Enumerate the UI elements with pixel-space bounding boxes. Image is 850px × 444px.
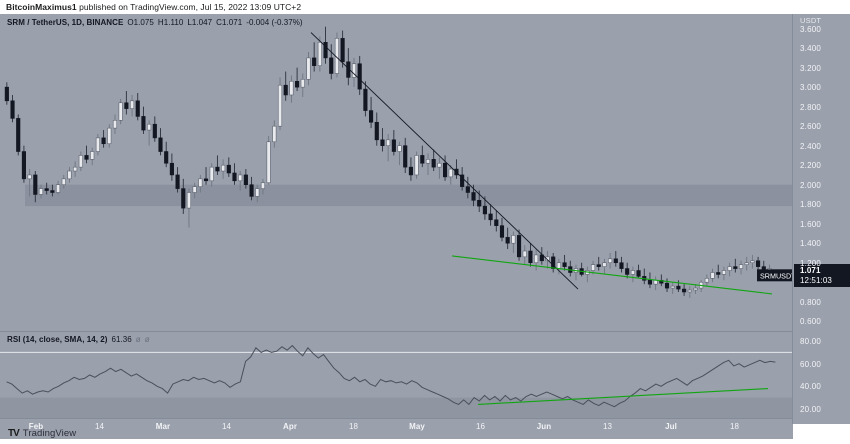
rsi-indicator-plot bbox=[0, 344, 793, 418]
rsi-title: RSI (14, close, SMA, 14, 2) bbox=[7, 335, 108, 344]
rsi-axis-tick: 80.00 bbox=[800, 337, 822, 347]
tradingview-logo: TV TradingView bbox=[8, 428, 76, 439]
price-axis-tick: 3.400 bbox=[800, 44, 822, 54]
rsi-value: 61.36 bbox=[111, 335, 132, 344]
time-axis[interactable]: Feb 14 Mar 14 Apr 18 May 16 Jun 13 Jul 18 bbox=[0, 418, 793, 439]
rsi-divergence-green bbox=[477, 388, 769, 405]
price-axis-tick: 1.800 bbox=[800, 200, 822, 210]
price-axis-tick: 2.600 bbox=[800, 122, 822, 132]
price-axis-tick: 2.800 bbox=[800, 102, 822, 112]
chart-area[interactable]: SRMUSDT SRM / TetherUS, 1D, BINANCE O1.07… bbox=[0, 14, 850, 439]
rsi-extra-1: ø bbox=[135, 335, 141, 344]
time-axis-tick: 13 bbox=[602, 422, 613, 431]
price-axis-tick: 1.200 bbox=[800, 258, 822, 268]
time-axis-tick: 14 bbox=[221, 422, 232, 431]
rsi-pane[interactable]: RSI (14, close, SMA, 14, 2) 61.36 ø ø bbox=[0, 332, 793, 418]
price-candlestick-plot: SRMUSDT bbox=[4, 26, 793, 298]
pane-divider[interactable] bbox=[0, 331, 793, 332]
time-axis-tick: 18 bbox=[348, 422, 359, 431]
axis-currency-label: USDT bbox=[800, 16, 822, 25]
symbol-price-tag: SRMUSDT bbox=[757, 269, 793, 282]
time-axis-tick: 16 bbox=[475, 422, 486, 431]
ohlc-high: H1.110 bbox=[157, 18, 184, 27]
time-axis-tick: May bbox=[409, 422, 425, 431]
publisher-header: BitcoinMaximus1 published on TradingView… bbox=[6, 2, 301, 12]
symbol-title: SRM / TetherUS, 1D, BINANCE bbox=[7, 18, 124, 27]
price-support-green bbox=[451, 255, 773, 295]
supply-zone bbox=[25, 184, 793, 207]
tradingview-logo-text: TradingView bbox=[22, 428, 77, 439]
rsi-extra-2: ø bbox=[144, 335, 150, 344]
time-axis-tick: Apr bbox=[282, 422, 298, 431]
time-axis-tick: 14 bbox=[94, 422, 105, 431]
descending-resistance bbox=[310, 32, 579, 290]
time-axis-tick: 18 bbox=[729, 422, 740, 431]
badge-time-value: 12:51:03 bbox=[800, 275, 832, 285]
rsi-line bbox=[6, 344, 776, 408]
ohlc-change: -0.004 (-0.37%) bbox=[246, 18, 303, 27]
time-axis-tick: Jun bbox=[536, 422, 552, 431]
price-pane[interactable]: SRMUSDT SRM / TetherUS, 1D, BINANCE O1.07… bbox=[0, 14, 793, 331]
price-axis-tick: 0.800 bbox=[800, 297, 822, 307]
ohlc-low: L1.047 bbox=[187, 18, 213, 27]
current-price-badge: 1.071 12:51:03 bbox=[794, 264, 850, 288]
price-axis-tick: 1.600 bbox=[800, 219, 822, 229]
publisher-name: BitcoinMaximus1 bbox=[6, 2, 77, 12]
price-axis-tick: 3.600 bbox=[800, 24, 822, 34]
rsi-axis-tick: 60.00 bbox=[800, 359, 822, 369]
time-axis-tick: Feb bbox=[28, 422, 44, 431]
badge-price-value: 1.071 bbox=[800, 266, 821, 276]
price-axis-tick: 2.400 bbox=[800, 141, 822, 151]
ohlc-open: O1.075 bbox=[127, 18, 154, 27]
publisher-meta: published on TradingView.com, Jul 15, 20… bbox=[76, 2, 302, 12]
symbol-legend: SRM / TetherUS, 1D, BINANCE O1.075 H1.110 L… bbox=[7, 18, 303, 27]
rsi-axis-tick: 40.00 bbox=[800, 382, 822, 392]
price-axis-tick: 3.200 bbox=[800, 63, 822, 73]
price-axis-tick: 1.400 bbox=[800, 239, 822, 249]
time-axis-tick: Jul bbox=[665, 422, 677, 431]
rsi-axis-tick: 20.00 bbox=[800, 404, 822, 414]
tradingview-logo-icon: TV bbox=[8, 427, 20, 439]
price-axis-tick: 2.200 bbox=[800, 161, 822, 171]
rsi-legend: RSI (14, close, SMA, 14, 2) 61.36 ø ø bbox=[7, 335, 150, 344]
price-axis-tick: 0.600 bbox=[800, 317, 822, 327]
price-axis-tick: 3.000 bbox=[800, 83, 822, 93]
time-axis-tick: Mar bbox=[155, 422, 171, 431]
ohlc-close: C1.071 bbox=[216, 18, 243, 27]
svg-text:SRMUSDT: SRMUSDT bbox=[760, 271, 793, 280]
rsi-oversold-band bbox=[0, 397, 793, 418]
price-scale-axis[interactable]: USDT 1.071 12:51:03 3.600 3.400 3.200 3.000… bbox=[792, 14, 850, 424]
price-axis-tick: 2.000 bbox=[800, 180, 822, 190]
